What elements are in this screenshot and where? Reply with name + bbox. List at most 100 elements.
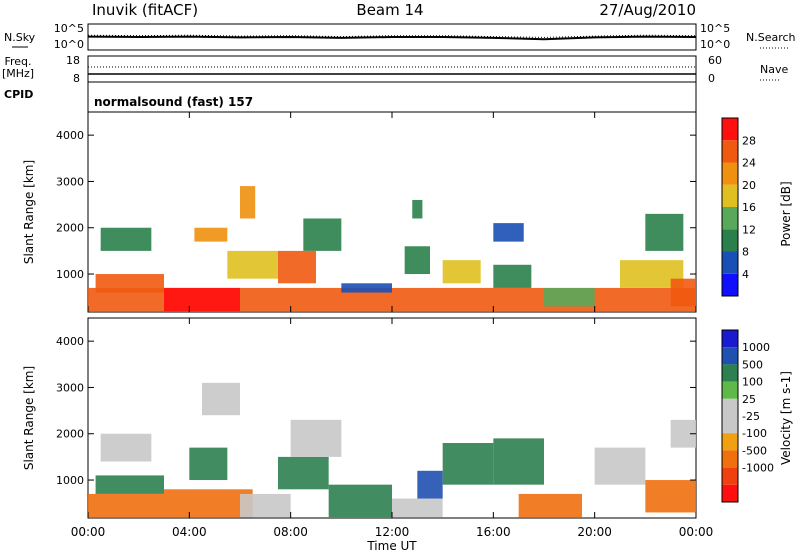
- velocity-colorbar-segment: [722, 467, 738, 485]
- power-blob: [303, 218, 342, 251]
- y-tick-label: 4000: [56, 129, 84, 142]
- nsky-line-group: [87, 34, 697, 41]
- nsearch-tick-bottom: 10^0: [700, 38, 730, 51]
- velocity-blob: [240, 493, 291, 518]
- velocity-colorbar-segment: [722, 347, 738, 365]
- nave-tick-top: 60: [708, 54, 722, 67]
- velocity-yticks: 1000 2000 3000 4000: [56, 335, 696, 487]
- velocity-colorbar-tick: 500: [742, 358, 763, 371]
- velocity-colorbar-segment: [722, 381, 738, 399]
- x-tick-label: 20:00: [577, 525, 612, 539]
- power-colorbar-tick: 4: [742, 268, 749, 281]
- velocity-blob: [645, 480, 696, 513]
- velocity-blob: [278, 456, 329, 490]
- x-axis-label: Time UT: [366, 539, 417, 553]
- velocity-colorbar-tick: 100: [742, 376, 763, 389]
- nave-label: Nave: [760, 63, 788, 76]
- y-tick-label: 3000: [56, 175, 84, 188]
- power-colorbar-segment: [722, 184, 738, 207]
- freq-tick-bottom: 8: [73, 72, 80, 85]
- velocity-colorbar-tick: -25: [742, 410, 760, 423]
- y-tick-label: 4000: [56, 335, 84, 348]
- power-blob: [164, 287, 240, 312]
- y-tick-label: 2000: [56, 222, 84, 235]
- velocity-colorbar-tick: 25: [742, 393, 756, 406]
- freq-label: Freq.: [4, 55, 31, 68]
- power-blob: [341, 283, 392, 293]
- velocity-colorbar-segment: [722, 398, 738, 416]
- power-colorbar-tick: 24: [742, 157, 756, 170]
- power-blob: [442, 260, 481, 284]
- x-tick-label: 04:00: [172, 525, 207, 539]
- velocity-blob: [417, 470, 443, 499]
- y-tick-label: 3000: [56, 381, 84, 394]
- power-blob: [227, 250, 278, 279]
- power-blob: [493, 223, 524, 242]
- power-blobs: [88, 186, 696, 312]
- velocity-colorbar: 1000 500 100 25 -25 -100 -500 -1000: [721, 329, 774, 503]
- nsky-label: N.Sky: [4, 31, 36, 44]
- velocity-blob: [328, 484, 392, 518]
- y-tick-label: 1000: [56, 474, 84, 487]
- power-blob: [670, 278, 696, 307]
- power-heatmap-panel: 1000 2000 3000 4000 Slant Range [km]: [22, 111, 697, 313]
- power-blob: [493, 264, 532, 288]
- velocity-blob: [88, 493, 164, 518]
- power-colorbar-segment: [722, 273, 738, 296]
- velocity-colorbar-tick: -500: [742, 444, 767, 457]
- velocity-colorbar-tick: -100: [742, 427, 767, 440]
- velocity-blob: [189, 447, 228, 481]
- nsearch-tick-top: 10^5: [700, 22, 730, 35]
- velocity-blob: [95, 475, 164, 494]
- power-colorbar-segment: [722, 229, 738, 252]
- cpid-label: CPID: [4, 88, 33, 101]
- power-colorbar-segment: [722, 162, 738, 185]
- power-blob: [544, 287, 595, 307]
- power-colorbar-tick: 12: [742, 223, 756, 236]
- power-y-axis-label: Slant Range [km]: [22, 160, 36, 264]
- velocity-blob: [164, 489, 253, 518]
- power-blob: [412, 199, 423, 219]
- power-colorbar-tick: 20: [742, 179, 756, 192]
- power-colorbar-segment: [722, 140, 738, 163]
- velocity-colorbar-segment: [722, 450, 738, 468]
- velocity-blob: [392, 498, 443, 518]
- power-colorbar: 4 8 12 16 20 24 28: [721, 117, 756, 297]
- freq-panel-frame: [87, 55, 697, 83]
- y-tick-label: 1000: [56, 268, 84, 281]
- velocity-blob: [202, 382, 240, 416]
- x-tick-labels: 00:00 04:00 08:00 12:00 16:00 20:00 00:00: [71, 112, 714, 539]
- station-title: Inuvik (fitACF): [92, 1, 198, 19]
- velocity-colorbar-frame: [721, 329, 739, 503]
- cpid-text: normalsound (fast) 157: [94, 95, 253, 109]
- power-colorbar-segment: [722, 118, 738, 141]
- power-colorbar-tick: 8: [742, 246, 749, 259]
- power-blob: [100, 227, 152, 251]
- date-title: 27/Aug/2010: [599, 1, 696, 19]
- x-tick-label: 00:00: [71, 525, 106, 539]
- x-tick-label: 16:00: [476, 525, 511, 539]
- x-tick-label: 00:00: [679, 525, 714, 539]
- power-colorbar-tick: 16: [742, 201, 756, 214]
- velocity-blob: [100, 433, 152, 462]
- velocity-colorbar-tick: 1000: [742, 341, 770, 354]
- y-tick-label: 2000: [56, 428, 84, 441]
- velocity-colorbar-segment: [722, 364, 738, 382]
- velocity-blob: [594, 447, 646, 485]
- nsky-tick-top: 10^5: [54, 22, 84, 35]
- nave-tick-bottom: 0: [708, 72, 715, 85]
- velocity-colorbar-label: Velocity [m s-1]: [779, 371, 793, 465]
- x-tick-label: 12:00: [375, 525, 410, 539]
- velocity-colorbar-segment: [722, 433, 738, 451]
- power-blob: [95, 274, 164, 293]
- velocity-colorbar-segment: [722, 330, 738, 348]
- freq-unit: [MHz]: [2, 67, 34, 80]
- power-blob: [194, 227, 228, 242]
- nsky-tick-bottom: 10^0: [54, 38, 84, 51]
- x-tick-label: 08:00: [273, 525, 308, 539]
- power-yticks: 1000 2000 3000 4000: [56, 129, 696, 281]
- nsearch-label: N.Search: [746, 31, 796, 44]
- velocity-blob: [290, 419, 342, 457]
- nsky-line: [87, 35, 697, 41]
